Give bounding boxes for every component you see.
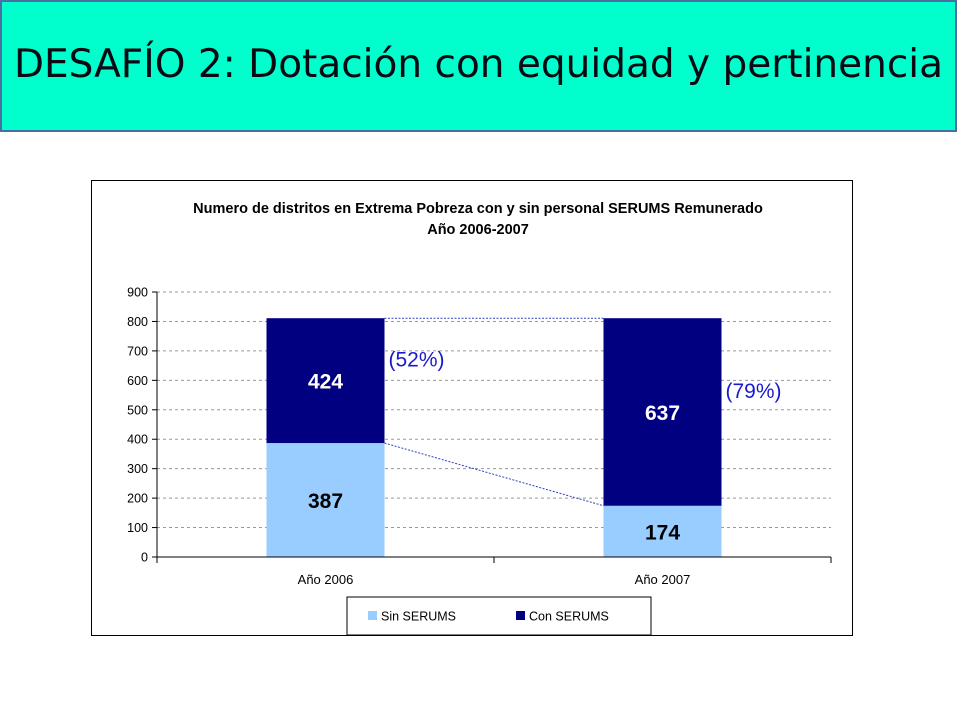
legend-swatch xyxy=(516,611,525,620)
legend: Sin SERUMS Con SERUMS xyxy=(346,596,652,636)
chart-title: Numero de distritos en Extrema Pobreza c… xyxy=(193,201,763,217)
y-tick-label: 0 xyxy=(141,551,148,565)
y-tick-label: 500 xyxy=(127,403,148,417)
x-tick-label: Año 2006 xyxy=(298,572,354,587)
legend-label: Sin SERUMS xyxy=(381,610,456,624)
y-tick-label: 600 xyxy=(127,374,148,388)
y-tick-label: 200 xyxy=(127,492,148,506)
data-label: 387 xyxy=(308,490,343,513)
series-connector-line xyxy=(384,442,604,507)
x-tick-label: Año 2007 xyxy=(635,572,691,587)
y-tick-label: 800 xyxy=(127,315,148,329)
data-label: 174 xyxy=(645,521,680,544)
legend-swatch xyxy=(368,611,377,620)
percent-annotation: (79%) xyxy=(726,380,782,403)
y-tick-label: 100 xyxy=(127,521,148,535)
bar-con-serums xyxy=(266,318,385,444)
gridlines xyxy=(157,291,831,529)
bar-sin-serums xyxy=(266,443,385,557)
y-tick-label: 300 xyxy=(127,462,148,476)
legend-box xyxy=(346,596,652,636)
bar-sin-serums xyxy=(603,505,722,557)
chart-subtitle: Año 2006-2007 xyxy=(427,222,529,238)
y-tick-label: 900 xyxy=(127,286,148,300)
legend-label: Con SERUMS xyxy=(529,610,609,624)
stacked-bar-chart: Numero de distritos en Extrema Pobreza c… xyxy=(127,201,832,636)
data-label: 637 xyxy=(645,402,680,425)
title-banner: DESAFÍO 2: Dotación con equidad y pertin… xyxy=(0,0,957,132)
y-axis: 0 100 200 300 400 500 600 700 800 900 xyxy=(127,286,158,565)
bar-con-serums xyxy=(603,318,722,506)
chart-frame: Numero de distritos en Extrema Pobreza c… xyxy=(91,180,853,636)
data-label: 424 xyxy=(308,371,343,394)
y-tick-label: 700 xyxy=(127,344,148,358)
percent-annotation: (52%) xyxy=(389,349,445,372)
slide-title: DESAFÍO 2: Dotación con equidad y pertin… xyxy=(13,42,944,87)
bars: 387 424 (52%) 174 637 (79%) xyxy=(266,317,782,557)
y-tick-label: 400 xyxy=(127,433,148,447)
x-axis: Año 2006 Año 2007 xyxy=(156,556,832,587)
